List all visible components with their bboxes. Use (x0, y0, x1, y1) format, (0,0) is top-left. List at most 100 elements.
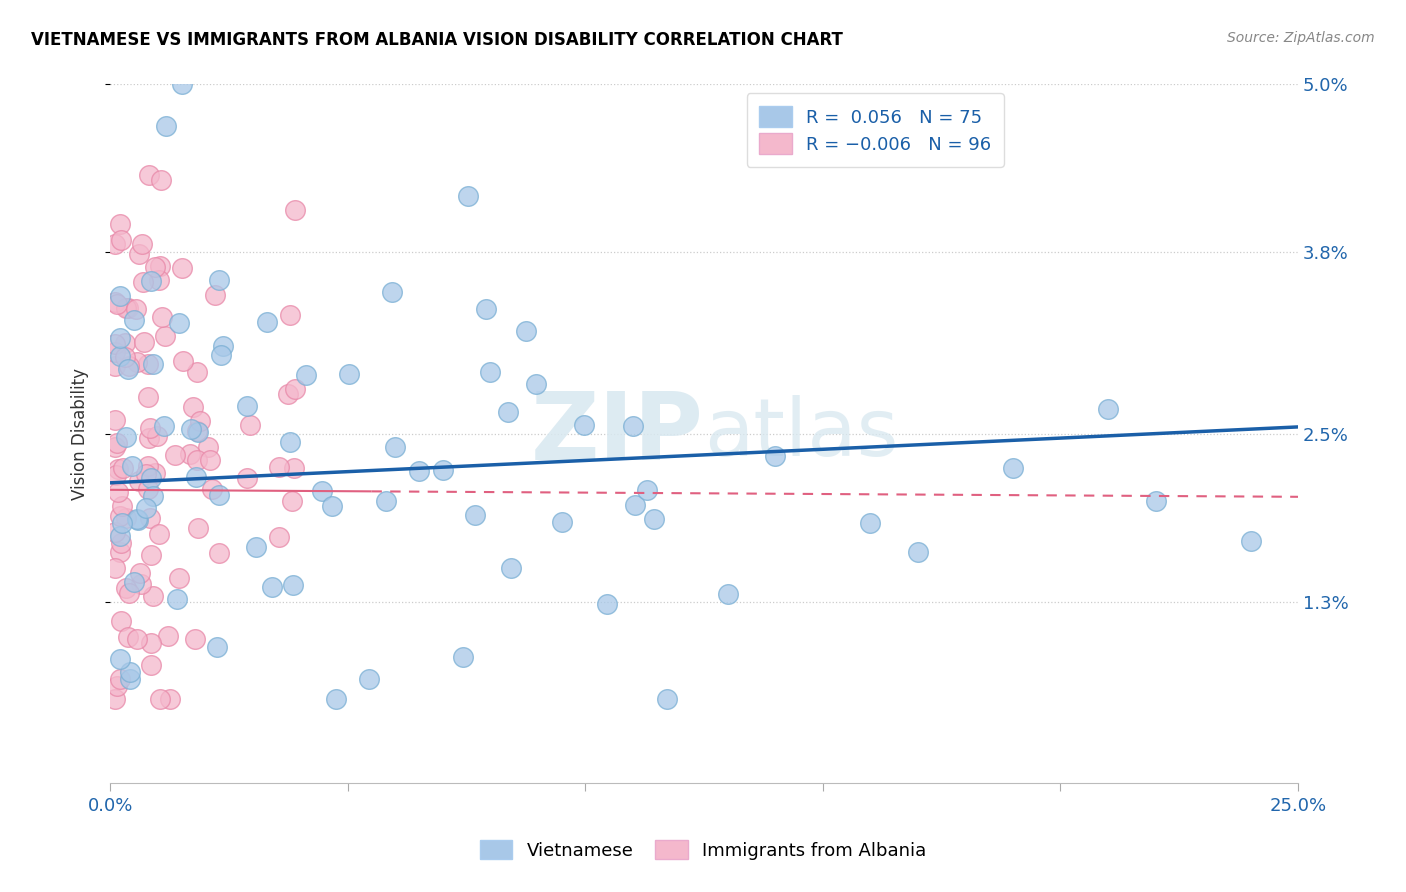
Point (127, 355, 149, 369)
Point (136, 482, 159, 496)
Point (245, 541, 267, 555)
Point (155, 120, 177, 134)
Point (110, 536, 132, 550)
Point (146, 429, 169, 443)
Point (278, 308, 301, 322)
Point (283, 461, 305, 475)
Point (143, 260, 166, 274)
Legend: Vietnamese, Immigrants from Albania: Vietnamese, Immigrants from Albania (472, 833, 934, 867)
Point (125, 632, 148, 647)
Point (104, 359, 127, 373)
Point (149, 692, 172, 706)
Point (136, 458, 159, 473)
Point (657, 692, 679, 706)
Point (111, 516, 134, 530)
Point (280, 494, 302, 508)
Point (104, 467, 127, 482)
Point (131, 236, 153, 251)
Point (166, 592, 188, 607)
Point (118, 359, 141, 373)
Point (432, 463, 454, 477)
Point (201, 483, 224, 497)
Point (120, 672, 142, 686)
Point (150, 173, 173, 187)
Point (114, 335, 136, 350)
Point (187, 521, 209, 535)
Point (381, 285, 404, 300)
Point (321, 499, 343, 513)
Point (117, 630, 139, 644)
Point (153, 329, 176, 343)
Point (311, 484, 333, 499)
Point (115, 511, 138, 525)
Point (129, 576, 152, 591)
Point (139, 657, 162, 672)
Point (357, 673, 380, 687)
Point (205, 640, 228, 655)
Point (717, 587, 740, 601)
Point (524, 377, 547, 392)
Point (337, 367, 360, 381)
Point (186, 452, 208, 467)
Point (148, 272, 170, 286)
Y-axis label: Vision Disability: Vision Disability (72, 368, 89, 500)
Point (167, 571, 190, 585)
Point (188, 413, 211, 427)
Point (284, 203, 307, 218)
Point (236, 471, 259, 485)
Point (107, 485, 129, 500)
Point (186, 424, 208, 438)
Point (125, 302, 148, 317)
Point (281, 577, 304, 591)
Point (110, 672, 132, 686)
Point (269, 459, 291, 474)
Point (643, 511, 665, 525)
Point (256, 315, 278, 329)
Point (596, 597, 619, 611)
Point (104, 337, 127, 351)
Point (104, 236, 127, 251)
Point (108, 529, 131, 543)
Point (121, 459, 143, 474)
Point (149, 259, 172, 273)
Point (104, 524, 127, 539)
Point (135, 467, 157, 481)
Point (624, 498, 647, 512)
Point (105, 679, 128, 693)
Point (197, 440, 219, 454)
Point (763, 449, 786, 463)
Legend: R =  0.056   N = 75, R = −0.006   N = 96: R = 0.056 N = 75, R = −0.006 N = 96 (747, 94, 1004, 167)
Point (907, 545, 929, 559)
Point (277, 387, 299, 401)
Point (475, 301, 498, 316)
Point (187, 425, 209, 439)
Point (117, 301, 139, 315)
Point (375, 494, 398, 508)
Text: Source: ZipAtlas.com: Source: ZipAtlas.com (1227, 31, 1375, 45)
Point (129, 566, 152, 580)
Point (636, 483, 658, 497)
Point (295, 368, 318, 383)
Point (172, 78, 194, 92)
Point (211, 339, 233, 353)
Point (132, 334, 155, 349)
Point (142, 489, 165, 503)
Point (163, 448, 186, 462)
Point (267, 530, 290, 544)
Point (479, 365, 502, 379)
Text: ZIP: ZIP (531, 388, 704, 480)
Point (167, 316, 190, 330)
Point (136, 390, 159, 404)
Point (204, 288, 226, 302)
Point (325, 692, 347, 706)
Point (148, 527, 170, 541)
Point (114, 581, 136, 595)
Point (179, 447, 201, 461)
Text: atlas: atlas (704, 395, 898, 473)
Point (104, 413, 127, 427)
Point (108, 508, 131, 523)
Point (138, 431, 160, 445)
Point (127, 513, 149, 527)
Point (150, 310, 173, 324)
Point (180, 422, 202, 436)
